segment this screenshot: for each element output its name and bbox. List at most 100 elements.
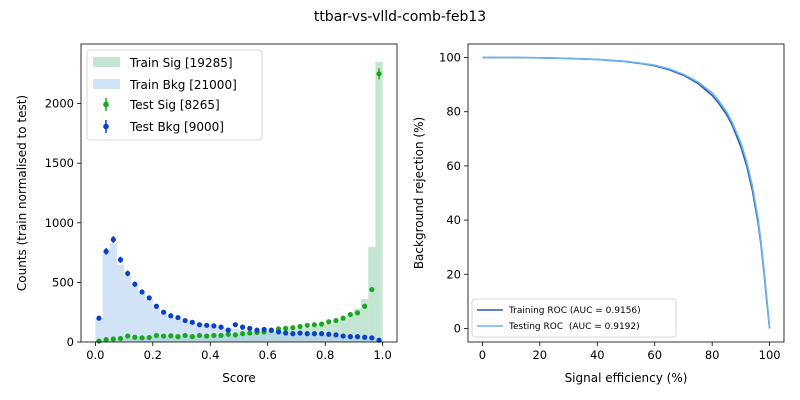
test-sig-point <box>369 286 375 293</box>
test-sig-point <box>139 335 145 341</box>
test-sig-point <box>347 311 353 318</box>
test-sig-point <box>125 333 131 339</box>
test-sig-point <box>297 323 303 330</box>
test-bkg-point <box>160 309 167 315</box>
test-bkg-point <box>268 327 274 333</box>
legend-label-testing-roc: Testing ROC (AUC = 0.9192) <box>508 322 640 332</box>
test-bkg-point <box>340 333 346 339</box>
y-tick-label: 80 <box>446 105 461 119</box>
train-bkg-bin <box>267 331 275 342</box>
test-sig-point <box>182 332 188 339</box>
train-sig-bin <box>346 315 354 342</box>
test-sig-point <box>196 332 203 339</box>
legend-marker-test-bkg <box>103 120 109 133</box>
test-sig-point <box>225 331 231 337</box>
train-bkg-bin <box>260 331 268 342</box>
test-bkg-point <box>204 322 210 328</box>
test-bkg-point <box>117 256 124 263</box>
test-bkg-point <box>354 334 361 340</box>
x-tick-label: 0.2 <box>144 348 162 362</box>
test-bkg-point <box>232 322 239 328</box>
test-sig-point <box>232 332 239 338</box>
test-bkg-point <box>318 331 325 337</box>
legend-swatch-train-bkg <box>93 79 120 89</box>
test-bkg-point <box>132 281 138 287</box>
legend-swatch-train-sig <box>93 57 120 67</box>
test-bkg-point <box>146 295 152 301</box>
train-bkg-bin <box>253 330 261 342</box>
train-sig-bin <box>339 319 347 342</box>
train-bkg-bin <box>310 334 318 342</box>
x-tick-label: 0 <box>479 348 486 362</box>
train-sig-bin <box>353 308 362 342</box>
train-bkg-bin <box>353 336 362 342</box>
train-bkg-bin <box>160 313 168 342</box>
test-bkg-point <box>168 313 174 319</box>
test-sig-point <box>354 310 361 316</box>
y-tick-label: 1500 <box>45 156 74 170</box>
train-bkg-bin <box>296 333 304 342</box>
test-sig-point <box>247 330 253 336</box>
histogram-legend: Train Sig [19285] Train Bkg [21000] Test… <box>86 49 263 141</box>
x-tick-label: 0.8 <box>316 348 334 362</box>
test-bkg-point <box>225 327 231 333</box>
test-bkg-point <box>362 334 368 340</box>
histogram-x-ticks: 0.0 0.2 0.4 0.6 0.8 1.0 <box>86 342 392 362</box>
train-bkg-bin <box>102 250 110 342</box>
train-bkg-bin <box>203 324 211 342</box>
train-bkg-bin <box>325 335 333 342</box>
x-tick-label: 100 <box>759 348 781 362</box>
train-bkg-bin <box>174 318 182 342</box>
legend-label-test-sig: Test Sig [8265] <box>129 98 220 112</box>
test-bkg-point <box>347 334 353 340</box>
train-bkg-bin <box>152 307 160 342</box>
test-bkg-point <box>139 289 145 295</box>
test-sig-point <box>239 331 246 337</box>
y-tick-label: 60 <box>446 159 461 173</box>
test-sig-point <box>168 333 174 339</box>
train-bkg-bin <box>289 333 297 342</box>
y-tick-label: 1000 <box>45 216 74 230</box>
x-tick-label: 80 <box>705 348 720 362</box>
test-bkg-point <box>304 331 310 337</box>
x-tick-label: 60 <box>647 348 662 362</box>
roc-y-label: Background rejection (%) <box>412 117 426 269</box>
test-sig-point <box>318 321 325 327</box>
figure-title: ttbar-vs-vlld-comb-feb13 <box>314 9 486 25</box>
test-bkg-point <box>196 322 203 328</box>
test-sig-point <box>117 335 124 342</box>
test-bkg-point <box>369 335 375 341</box>
test-sig-point <box>189 334 195 340</box>
x-tick-label: 0.0 <box>86 348 104 362</box>
test-bkg-point <box>218 324 224 330</box>
test-bkg-point <box>283 330 289 336</box>
roc-curve-panel: 0 20 40 60 80 100 0 20 40 60 80 100 Signal efficie… <box>412 43 785 385</box>
y-tick-label: 20 <box>446 267 461 281</box>
roc-legend-box <box>471 298 677 338</box>
test-sig-point <box>160 333 167 339</box>
histogram-legend-box <box>86 49 263 141</box>
test-sig-point <box>333 317 339 324</box>
test-bkg-point <box>275 329 282 335</box>
legend-label-test-bkg: Test Bkg [9000] <box>129 120 224 134</box>
testing-roc-line <box>482 56 771 329</box>
test-sig-point <box>110 336 116 342</box>
train-bkg-bin <box>145 299 153 342</box>
test-bkg-point <box>189 319 195 325</box>
test-sig-point <box>304 322 310 328</box>
test-sig-point <box>340 315 346 321</box>
test-bkg-point <box>333 332 339 338</box>
x-tick-label: 20 <box>532 348 547 362</box>
train-bkg-bin <box>318 334 326 342</box>
roc-x-label: Signal efficiency (%) <box>565 371 688 385</box>
train-bkg-bin <box>109 243 117 342</box>
test-bkg-point <box>103 248 109 255</box>
train-bkg-bin <box>138 293 146 342</box>
test-bkg-point <box>153 303 160 309</box>
train-bkg-bin <box>188 322 196 342</box>
test-bkg-point <box>175 314 181 321</box>
x-tick-label: 0.4 <box>201 348 219 362</box>
test-sig-point <box>132 334 138 340</box>
test-bkg-point <box>254 327 260 333</box>
train-bkg-bin <box>131 285 139 342</box>
